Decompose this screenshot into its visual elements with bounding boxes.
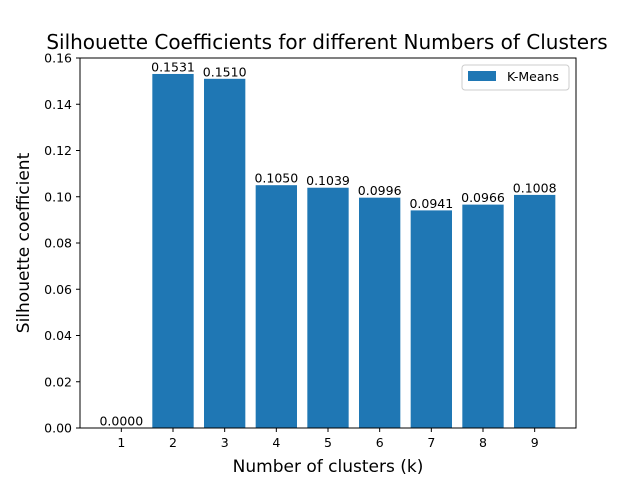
x-tick-label: 1 — [117, 435, 125, 450]
x-tick-label: 3 — [221, 435, 229, 450]
bar-k-7 — [410, 210, 452, 428]
x-axis-label: Number of clusters (k) — [233, 457, 424, 477]
chart-title: Silhouette Coefficients for different Nu… — [46, 30, 607, 54]
bar-k-3 — [204, 78, 246, 428]
y-tick-label: 0.02 — [44, 374, 72, 389]
data-label-k-7: 0.0941 — [409, 196, 453, 211]
bars-group — [152, 73, 556, 429]
y-tick-label: 0.12 — [44, 143, 72, 158]
y-tick-label: 0.06 — [44, 282, 72, 297]
x-tick-label: 2 — [169, 435, 177, 450]
bar-k-4 — [255, 185, 297, 428]
y-tick-label: 0.00 — [44, 421, 72, 436]
x-tick-label: 8 — [479, 435, 487, 450]
legend-swatch — [468, 71, 496, 81]
bar-k-9 — [514, 194, 556, 428]
data-label-k-1: 0.0000 — [99, 414, 143, 429]
y-tick-label: 0.04 — [44, 328, 72, 343]
data-label-k-9: 0.1008 — [513, 180, 557, 195]
x-tick-label: 5 — [324, 435, 332, 450]
legend: K-Means — [461, 64, 570, 91]
x-tick-label: 9 — [531, 435, 539, 450]
bar-k-5 — [307, 187, 349, 428]
y-tick-label: 0.08 — [44, 236, 72, 251]
y-axis-ticks: 0.00 0.02 0.04 0.06 0.08 0.10 0.12 0.14 0.16 — [44, 51, 80, 436]
data-label-k-3: 0.1510 — [203, 64, 247, 79]
bar-k-8 — [462, 204, 504, 428]
x-tick-label: 4 — [272, 435, 280, 450]
plot-frame — [79, 57, 577, 429]
data-label-k-6: 0.0996 — [358, 183, 402, 198]
bar-k-6 — [359, 197, 401, 428]
y-tick-label: 0.16 — [44, 51, 72, 66]
data-label-k-4: 0.1050 — [254, 171, 298, 186]
data-label-k-5: 0.1039 — [306, 173, 350, 188]
y-axis-label: Silhouette coefficient — [14, 152, 34, 333]
x-tick-label: 7 — [427, 435, 435, 450]
data-label-k-2: 0.1531 — [151, 59, 195, 74]
legend-label: K-Means — [507, 69, 559, 84]
data-labels-group: 0.0000 0.1531 0.1510 0.1050 0.1039 0.0996 0.09… — [99, 59, 556, 428]
y-tick-label: 0.14 — [44, 97, 72, 112]
data-label-k-8: 0.0966 — [461, 190, 505, 205]
y-tick-label: 0.10 — [44, 189, 72, 204]
x-tick-label: 6 — [376, 435, 384, 450]
bar-k-2 — [152, 73, 194, 429]
x-axis-ticks: 1 2 3 4 5 6 7 8 9 — [117, 428, 539, 450]
